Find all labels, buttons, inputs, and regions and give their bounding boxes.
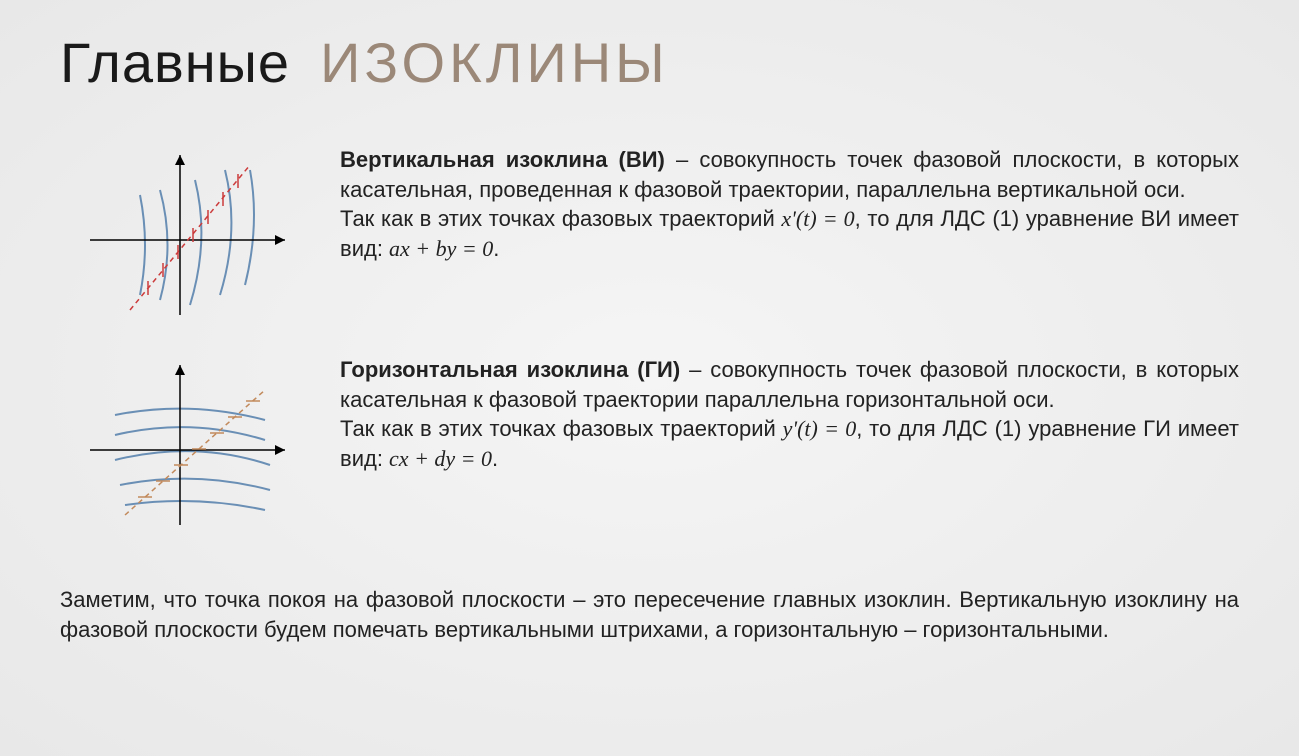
content-area: Вертикальная изоклина (ВИ) – совокупност…	[60, 145, 1239, 644]
vi-desc2a: Так как в этих точках фазовых траекторий	[340, 206, 781, 231]
text-horizontal-isocline: Горизонтальная изоклина (ГИ) – совокупно…	[340, 355, 1239, 474]
section-horizontal-isocline: Горизонтальная изоклина (ГИ) – совокупно…	[60, 355, 1239, 535]
gi-eq2: cx + dy = 0	[389, 446, 492, 471]
heading-vi: Вертикальная изоклина (ВИ)	[340, 147, 665, 172]
gi-period: .	[492, 446, 498, 471]
section-vertical-isocline: Вертикальная изоклина (ВИ) – совокупност…	[60, 145, 1239, 325]
heading-gi: Горизонтальная изоклина (ГИ)	[340, 357, 680, 382]
vi-eq2: ax + by = 0	[389, 236, 493, 261]
vi-period: .	[493, 236, 499, 261]
gi-desc2a: Так как в этих точках фазовых траекторий	[340, 416, 783, 441]
title-word-2: ИЗОКЛИНЫ	[320, 30, 669, 95]
diagram-vertical-isocline	[60, 145, 300, 325]
gi-eq1: y'(t) = 0	[783, 416, 857, 441]
text-vertical-isocline: Вертикальная изоклина (ВИ) – совокупност…	[340, 145, 1239, 264]
footer-note: Заметим, что точка покоя на фазовой плос…	[60, 585, 1239, 644]
vi-eq1: x'(t) = 0	[781, 206, 854, 231]
slide-title: Главные ИЗОКЛИНЫ	[60, 30, 1239, 95]
diagram-horizontal-isocline	[60, 355, 300, 535]
title-word-1: Главные	[60, 30, 290, 95]
